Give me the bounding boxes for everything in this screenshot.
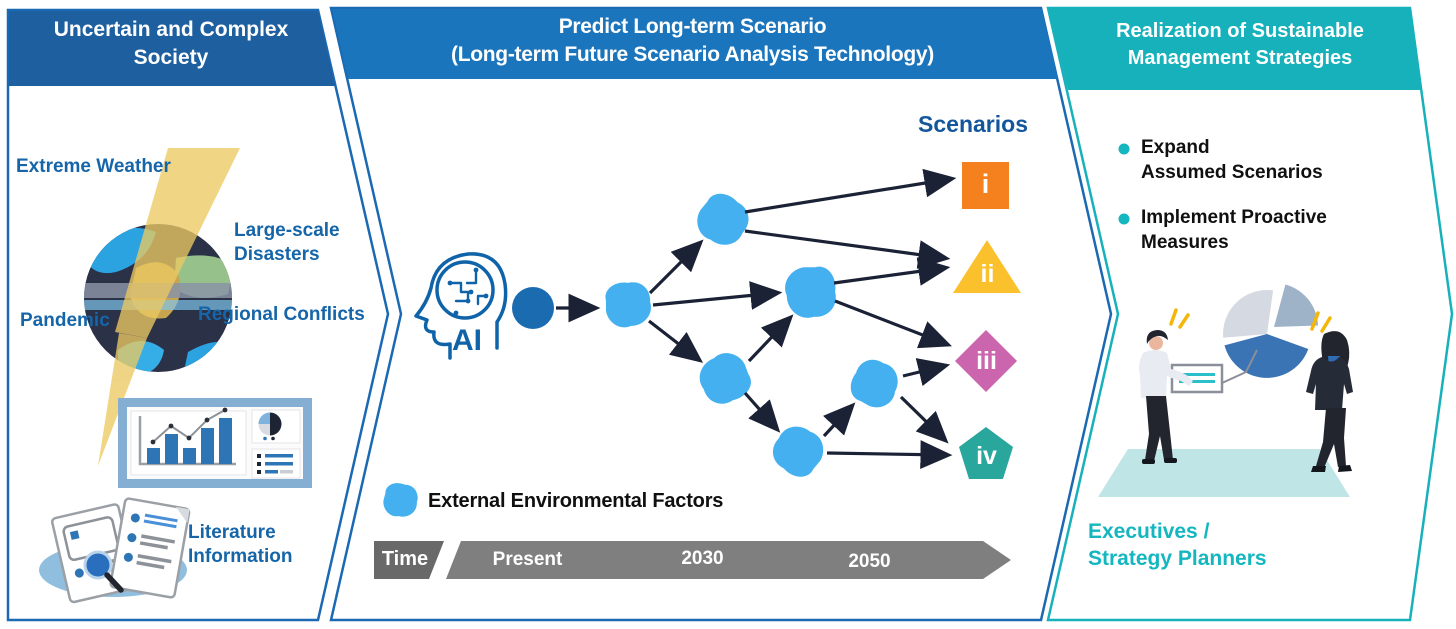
bullet-implement-measures: Implement Proactive Measures bbox=[1141, 207, 1327, 253]
timeline-time-label: Time bbox=[381, 548, 429, 570]
tree-arrows bbox=[556, 168, 957, 469]
timeline-time-box bbox=[374, 541, 444, 579]
ai-head-icon bbox=[414, 252, 508, 360]
scenario-iii-diamond bbox=[955, 330, 1017, 392]
right-panel-header-band bbox=[1049, 9, 1422, 90]
scenario-ii-label: ii bbox=[980, 260, 995, 288]
left-panel-header-band bbox=[9, 11, 335, 86]
floor bbox=[1098, 449, 1350, 497]
scenario-i-square bbox=[962, 162, 1009, 209]
woman-figure bbox=[1306, 331, 1353, 472]
sparkle-icons bbox=[1169, 308, 1332, 333]
scenario-i-label: i bbox=[981, 169, 990, 199]
literature-documents-icon bbox=[39, 497, 191, 604]
man-figure bbox=[1139, 330, 1193, 464]
label-extreme-weather: Extreme Weather bbox=[16, 156, 171, 177]
dashboard-chart-icon bbox=[118, 398, 312, 488]
scenario-iii-label: iii bbox=[976, 347, 997, 375]
pie-chart-icon bbox=[1223, 284, 1318, 378]
executives-illustration bbox=[1098, 284, 1353, 497]
middle-panel-title-line2: (Long-term Future Scenario Analysis Tech… bbox=[451, 43, 934, 66]
ai-label: AI bbox=[452, 324, 482, 357]
bullet-dot-1 bbox=[1118, 143, 1130, 155]
right-panel-title-line2: Management Strategies bbox=[1127, 47, 1353, 69]
left-panel-title: Uncertain and Complex Society bbox=[53, 18, 289, 70]
bullet-expand-scenarios: Expand Assumed Scenarios bbox=[1141, 137, 1323, 183]
timeline-tick-present: Present bbox=[492, 549, 563, 570]
timeline-tick-2050: 2050 bbox=[848, 551, 891, 572]
bullet-dot-2 bbox=[1118, 213, 1130, 225]
legend-label: External Environmental Factors bbox=[428, 490, 724, 512]
right-panel-title-line1: Realization of Sustainable bbox=[1116, 20, 1364, 42]
scenario-iv-pentagon bbox=[959, 427, 1013, 479]
scenario-ii-triangle bbox=[953, 240, 1021, 293]
middle-panel-title-line1: Predict Long-term Scenario bbox=[558, 15, 827, 38]
audience-label: Executives / Strategy Planners bbox=[1088, 520, 1267, 571]
label-pandemic: Pandemic bbox=[20, 310, 110, 331]
scenarios-title: Scenarios bbox=[918, 111, 1028, 137]
start-node bbox=[512, 287, 554, 329]
label-regional-conflicts: Regional Conflicts bbox=[198, 304, 365, 325]
timeline-arrow bbox=[446, 541, 1011, 579]
label-large-scale-disasters: Large-scale Disasters bbox=[234, 220, 340, 265]
label-literature-information: Literature Information bbox=[188, 522, 293, 567]
scenario-iv-label: iv bbox=[976, 442, 997, 470]
middle-panel-shape bbox=[329, 6, 1113, 622]
magnifier-icon bbox=[83, 550, 113, 580]
middle-panel-header-band bbox=[332, 9, 1058, 79]
timeline-tick-2030: 2030 bbox=[681, 548, 724, 569]
